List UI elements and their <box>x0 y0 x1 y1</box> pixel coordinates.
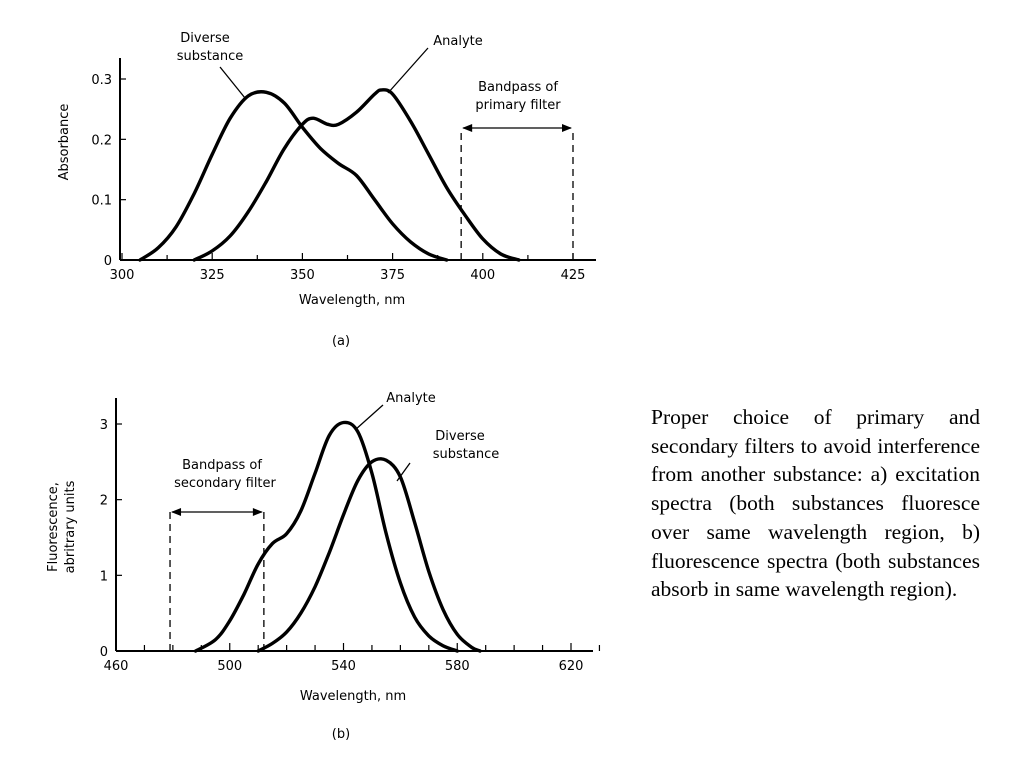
chart-b-ylabel-2: abritrary units <box>63 480 78 573</box>
chart-b-y-tick-label: 1 <box>100 569 108 584</box>
chart-a-x-tick-label: 425 <box>561 268 586 283</box>
chart-b-xlabel: Wavelength, nm <box>300 689 406 704</box>
chart-b-ylabel-1: Fluorescence, <box>46 482 61 572</box>
chart-a-leader-diverse <box>219 66 246 99</box>
chart-b-x-tick-label: 540 <box>331 659 356 674</box>
chart-b-y-tick-label: 0 <box>100 645 108 660</box>
chart-b-y-tick-label: 3 <box>100 418 108 433</box>
chart-a-leader-analyte <box>387 47 429 94</box>
chart-a-ylabel: Absorbance <box>57 104 72 181</box>
figure-caption: Proper choice of primary and secondary f… <box>651 405 980 602</box>
chart-b-annotation-diverse-2: substance <box>433 447 500 462</box>
chart-a-x-tick-label: 300 <box>110 268 135 283</box>
chart-b-leader-analyte <box>354 404 384 431</box>
chart-a-y-tick-label: 0 <box>104 254 112 269</box>
chart-a-x-tick-label: 400 <box>470 268 495 283</box>
chart-b-x-tick-label: 580 <box>445 659 470 674</box>
chart-b-annotation-bandpass-1: Bandpass of <box>182 458 262 473</box>
chart-a-bandpass-arrowhead-right <box>562 124 572 132</box>
chart-a-y-tick-label: 0.2 <box>91 133 112 148</box>
chart-a: 300 325 350 375 400 425 0 0.1 0.2 0.3 Diverse su… <box>57 31 596 349</box>
chart-b-x-tick-label: 620 <box>559 659 584 674</box>
chart-a-series-analyte <box>192 88 521 262</box>
chart-b-series-analyte <box>193 420 459 653</box>
chart-b-panel-label: (b) <box>332 727 350 742</box>
chart-a-annotation-analyte: Analyte <box>433 34 483 49</box>
chart-b: 460 500 540 580 620 0 1 2 3 Analyte Diverse sub… <box>46 391 601 742</box>
chart-a-panel-label: (a) <box>332 334 350 349</box>
chart-a-y-tick-label: 0.1 <box>91 194 112 209</box>
chart-a-annotation-diverse-1: Diverse <box>180 31 229 46</box>
chart-a-x-tick-label: 325 <box>200 268 225 283</box>
chart-b-annotation-bandpass-2: secondary filter <box>174 476 276 491</box>
chart-a-annotation-bandpass-2: primary filter <box>475 98 561 113</box>
chart-a-bandpass-arrowhead-left <box>462 124 473 132</box>
chart-b-x-tick-label: 500 <box>217 659 242 674</box>
chart-b-bandpass-arrowhead-left <box>171 508 182 516</box>
chart-b-annotation-analyte: Analyte <box>386 391 436 406</box>
chart-b-leader-diverse <box>396 462 411 482</box>
chart-a-series-diverse-substance <box>138 90 449 262</box>
chart-a-xlabel: Wavelength, nm <box>299 293 405 308</box>
chart-b-x-tick-label: 460 <box>104 659 129 674</box>
chart-b-annotation-diverse-1: Diverse <box>435 429 484 444</box>
chart-a-x-tick-label: 375 <box>380 268 405 283</box>
chart-a-y-tick-label: 0.3 <box>91 73 112 88</box>
chart-a-x-tick-label: 350 <box>290 268 315 283</box>
chart-a-annotation-diverse-2: substance <box>177 49 244 64</box>
chart-b-y-tick-label: 2 <box>100 494 108 509</box>
chart-a-annotation-bandpass-1: Bandpass of <box>478 80 558 95</box>
chart-b-series-diverse-substance <box>256 457 482 653</box>
chart-b-bandpass-arrowhead-right <box>252 508 263 516</box>
